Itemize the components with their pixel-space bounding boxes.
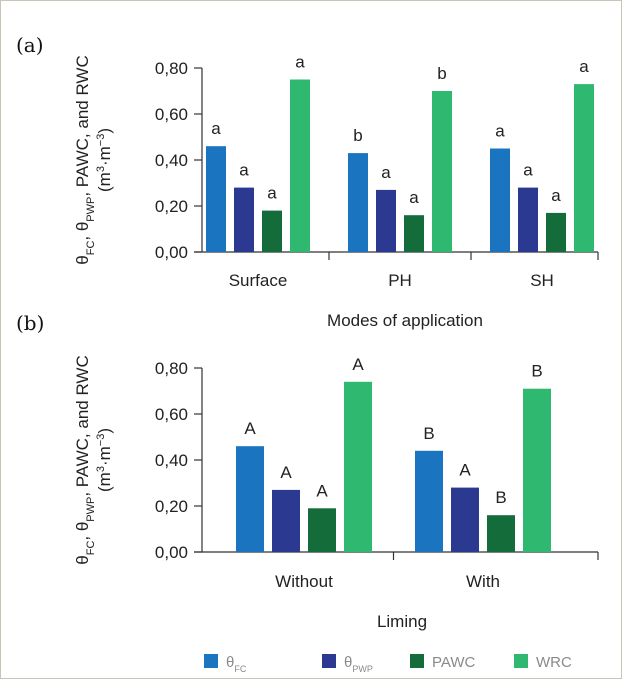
- significance-label: A: [244, 419, 256, 438]
- bar-theta_fc: [348, 153, 368, 252]
- chart-panel-b: (b) 0,00 0,20 0,40 0,60 0,80 Without With Liming…: [16, 311, 599, 631]
- bar-theta_fc: [206, 146, 226, 252]
- legend: θFC θPWP PAWC WRC: [204, 654, 572, 674]
- significance-label: a: [551, 186, 561, 205]
- bar-theta_fc: [490, 148, 510, 252]
- significance-label: B: [495, 488, 506, 507]
- y-axis-unit: (m3·m−3): [95, 128, 114, 192]
- y-tick-label: 0,00: [155, 243, 188, 262]
- legend-swatch-theta_fc: [204, 654, 218, 668]
- x-tick-label: Without: [275, 572, 333, 591]
- x-axis-label: Modes of application: [327, 311, 483, 330]
- significance-label: B: [531, 362, 542, 381]
- legend-label-theta_pwp: θPWP: [344, 654, 373, 674]
- y-axis-label: θFC, θPWP, PAWC, and RWC: [73, 55, 97, 265]
- bar-pawc: [487, 515, 515, 552]
- significance-label: A: [459, 461, 471, 480]
- significance-label: A: [280, 463, 292, 482]
- significance-label: b: [353, 126, 362, 145]
- x-tick-label: SH: [530, 271, 554, 290]
- significance-label: A: [352, 355, 364, 374]
- significance-label: a: [579, 57, 589, 76]
- x-tick-label: PH: [388, 271, 412, 290]
- significance-label: a: [295, 53, 305, 72]
- panel-label: (a): [16, 33, 44, 57]
- bar-pawc: [404, 215, 424, 252]
- legend-label-pawc: PAWC: [432, 654, 475, 671]
- y-tick-label: 0,20: [155, 497, 188, 516]
- y-tick-label: 0,80: [155, 359, 188, 378]
- bar-pawc: [262, 210, 282, 252]
- significance-label: a: [267, 184, 277, 203]
- x-axis-label: Liming: [377, 612, 427, 631]
- bar-theta_pwp: [451, 487, 479, 552]
- panel-label: (b): [16, 311, 44, 335]
- y-tick-label: 0,40: [155, 151, 188, 170]
- significance-label: B: [423, 424, 434, 443]
- bar-pawc: [308, 508, 336, 552]
- significance-label: a: [495, 122, 505, 141]
- significance-label: a: [523, 161, 533, 180]
- legend-swatch-pawc: [410, 654, 424, 668]
- legend-swatch-wrc: [514, 654, 528, 668]
- y-tick-label: 0,40: [155, 451, 188, 470]
- y-tick-label: 0,80: [155, 59, 188, 78]
- y-axis-unit: (m3·m−3): [95, 428, 114, 492]
- legend-label-theta_fc: θFC: [226, 654, 247, 674]
- bar-wrc: [344, 381, 372, 552]
- bar-theta_pwp: [272, 489, 300, 552]
- legend-swatch-theta_pwp: [322, 654, 336, 668]
- bar-wrc: [523, 388, 551, 552]
- bar-wrc: [290, 79, 310, 252]
- significance-label: b: [437, 64, 446, 83]
- y-tick-label: 0,00: [155, 543, 188, 562]
- bar-pawc: [546, 212, 566, 252]
- bar-wrc: [432, 91, 452, 252]
- bar-theta_pwp: [234, 187, 254, 252]
- y-axis-label: θFC, θPWP, PAWC, and RWC: [73, 355, 97, 565]
- significance-label: A: [316, 481, 328, 500]
- significance-label: a: [239, 161, 249, 180]
- y-tick-label: 0,60: [155, 405, 188, 424]
- bar-theta_fc: [415, 450, 443, 552]
- significance-label: a: [409, 188, 419, 207]
- chart-panel-a: (a) 0,00 0,20 0,40 0,60 0,80 Surface PH SH Modes …: [16, 33, 599, 330]
- y-tick-label: 0,20: [155, 197, 188, 216]
- legend-label-wrc: WRC: [536, 654, 572, 671]
- bar-theta_fc: [236, 446, 264, 552]
- bar-wrc: [574, 84, 594, 252]
- y-tick-label: 0,60: [155, 105, 188, 124]
- bar-theta_pwp: [376, 189, 396, 252]
- significance-label: a: [211, 119, 221, 138]
- bar-theta_pwp: [518, 187, 538, 252]
- significance-label: a: [381, 163, 391, 182]
- x-tick-label: With: [466, 572, 500, 591]
- x-tick-label: Surface: [229, 271, 288, 290]
